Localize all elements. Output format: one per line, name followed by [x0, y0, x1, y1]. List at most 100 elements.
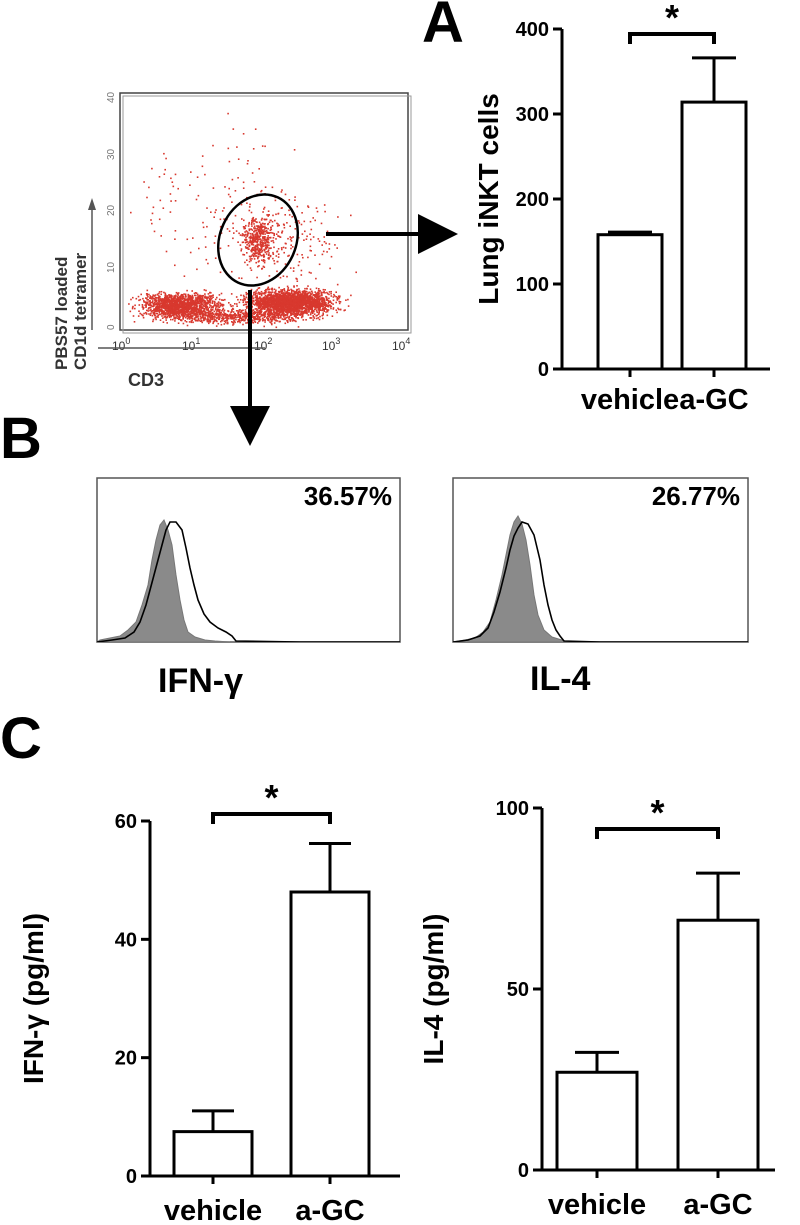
flow-dot	[310, 272, 312, 274]
flow-dot	[193, 302, 196, 305]
flow-dot	[260, 219, 263, 221]
flow-dot	[281, 318, 284, 320]
flow-dot	[294, 196, 296, 198]
flow-dot	[168, 299, 170, 301]
flow-dot	[189, 314, 192, 317]
flow-dot	[325, 242, 327, 245]
flow-dot	[226, 317, 229, 319]
flow-dot	[187, 301, 189, 303]
flow-dot	[308, 295, 310, 298]
flow-dot	[273, 318, 276, 320]
flow-dot	[146, 309, 148, 312]
flow-dot	[239, 321, 241, 324]
flow-dot	[185, 305, 188, 307]
flow-dot	[314, 219, 316, 222]
flow-dot	[216, 310, 218, 313]
flow-dot	[343, 309, 345, 312]
flow-dot	[259, 248, 261, 250]
flow-dot	[255, 232, 258, 234]
flow-dot	[264, 311, 266, 313]
flow-dot	[233, 320, 236, 323]
flow-dot	[280, 311, 282, 313]
flow-dot	[309, 298, 312, 301]
flow-dot	[236, 316, 239, 318]
flow-dot	[293, 293, 296, 296]
flow-dot	[276, 296, 278, 299]
flow-dot	[304, 298, 307, 301]
flow-dot	[279, 295, 281, 298]
flow-dot	[256, 311, 258, 313]
flow-dot	[268, 221, 271, 223]
flow-dot	[269, 314, 271, 317]
flow-dot	[182, 322, 185, 325]
flow-dot	[261, 245, 264, 248]
flow-dot	[146, 299, 148, 301]
flow-dot	[165, 300, 167, 302]
flow-dot	[181, 312, 183, 315]
flow-dot	[214, 211, 216, 214]
flow-dot	[210, 309, 213, 311]
flow-dot	[152, 297, 155, 300]
flow-dot	[318, 263, 321, 266]
flow-dot	[272, 251, 274, 254]
flow-dot	[284, 308, 287, 311]
flow-dot	[248, 241, 250, 243]
flow-dot	[244, 312, 247, 315]
flow-dot	[305, 238, 308, 240]
flow-dot	[187, 313, 190, 316]
flow-dot	[180, 319, 182, 322]
flow-dot	[170, 315, 173, 317]
flow-dot	[212, 322, 214, 325]
flow-dot	[211, 297, 213, 300]
flow-dot	[230, 318, 232, 320]
flow-dot	[241, 241, 244, 244]
flow-dot	[158, 176, 161, 178]
flow-dot	[297, 326, 300, 328]
flow-dot	[311, 305, 314, 308]
flow-dot	[150, 219, 152, 221]
flow-dot	[265, 301, 267, 303]
flow-dot	[299, 302, 302, 305]
flow-dot	[212, 296, 214, 298]
flow-dot	[163, 316, 166, 318]
flow-dot	[201, 295, 204, 297]
flow-dot	[283, 289, 286, 292]
flow-dot	[292, 293, 295, 296]
flow-dot	[272, 300, 274, 302]
flow-dot	[275, 289, 277, 292]
flow-dot	[258, 307, 260, 309]
flow-dot	[281, 314, 283, 316]
panel-letter-c: C	[0, 706, 42, 771]
flow-dot	[260, 299, 263, 302]
flow-dot	[223, 314, 225, 316]
flow-dot	[164, 306, 167, 308]
flow-dot	[326, 251, 328, 253]
flow-dot	[159, 319, 162, 321]
flow-dot	[293, 292, 295, 294]
flow-dot	[273, 311, 275, 313]
flow-dot	[223, 218, 225, 220]
flow-dot	[306, 294, 308, 297]
flow-dot	[208, 298, 211, 300]
flow-dot	[264, 225, 266, 228]
flow-dot	[254, 233, 256, 236]
flow-dot	[286, 289, 289, 292]
flow-dot	[196, 311, 199, 313]
flow-dot	[272, 316, 275, 319]
flow-dot	[197, 301, 199, 303]
flow-dot	[261, 305, 263, 308]
flow-dot	[263, 206, 266, 209]
flow-dot	[162, 302, 165, 304]
flow-dot	[160, 300, 163, 303]
flow-dot	[269, 321, 271, 323]
flow-dot	[235, 314, 238, 316]
flow-dot	[267, 231, 269, 234]
flow-dot	[212, 305, 214, 308]
flow-dot	[194, 297, 197, 299]
flow-dot	[278, 302, 281, 304]
flow-dot	[159, 308, 161, 311]
flow-dot	[173, 312, 175, 315]
flow-dot	[283, 226, 286, 229]
flow-dot	[328, 304, 331, 306]
flow-dot	[158, 295, 160, 297]
